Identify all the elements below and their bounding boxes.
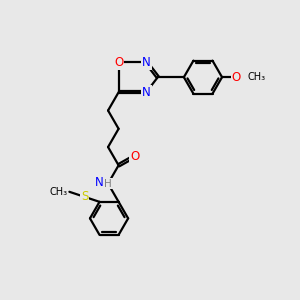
Text: S: S <box>81 190 88 203</box>
Text: O: O <box>232 71 241 84</box>
Text: N: N <box>94 176 103 189</box>
Text: O: O <box>114 56 123 69</box>
Text: O: O <box>130 150 139 163</box>
Text: CH₃: CH₃ <box>247 72 265 82</box>
Text: CH₃: CH₃ <box>49 187 68 197</box>
Text: H: H <box>104 178 112 189</box>
Text: N: N <box>142 56 151 69</box>
Text: N: N <box>142 86 151 99</box>
